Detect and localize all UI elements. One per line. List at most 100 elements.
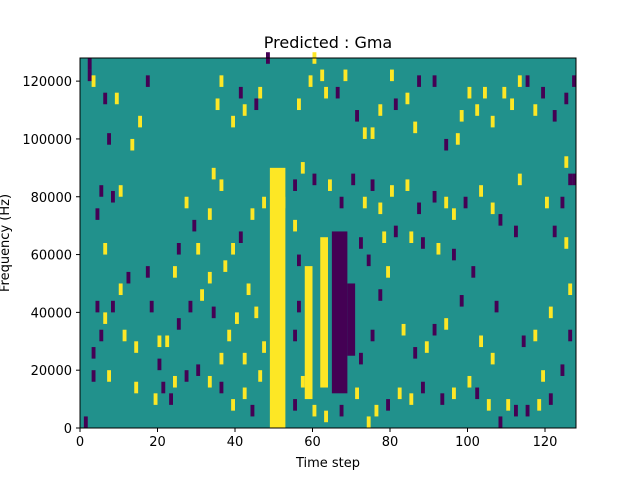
heatmap-cell — [517, 75, 522, 87]
heatmap-cell — [176, 243, 181, 255]
heatmap-cell — [262, 341, 266, 353]
heatmap-cell — [452, 208, 456, 220]
plot-frame — [79, 57, 577, 429]
x-axis-label: Time step — [295, 456, 360, 471]
heatmap-cell — [417, 202, 421, 215]
heatmap-cell — [153, 393, 158, 405]
heatmap-cell — [250, 208, 255, 220]
heatmap-cell — [463, 196, 468, 209]
heatmap-cell — [215, 98, 220, 111]
heatmap-cell — [390, 185, 394, 197]
y-tick-label: 80000 — [31, 191, 72, 206]
heatmap-cell — [366, 254, 371, 267]
heatmap-cell — [564, 237, 569, 249]
x-tick-label: 0 — [76, 435, 84, 450]
x-tick-label: 40 — [227, 435, 244, 450]
heatmap-cell — [490, 352, 495, 365]
heatmap-cell — [293, 219, 297, 232]
heatmap-cell — [103, 92, 108, 105]
heatmap-cell — [397, 387, 402, 400]
heatmap-cell — [471, 266, 476, 278]
y-axis-label: Frequency (Hz) — [0, 194, 13, 292]
heatmap-cell — [246, 283, 251, 296]
heatmap-band — [269, 167, 286, 428]
heatmap-cell — [192, 219, 197, 232]
y-tick-label: 100000 — [22, 133, 72, 148]
heatmap-cell — [560, 364, 565, 376]
heatmap-cell — [498, 416, 503, 428]
heatmap-cell — [382, 231, 387, 243]
heatmap-cell — [521, 335, 526, 348]
heatmap-cell — [548, 306, 553, 319]
heatmap-cell — [490, 202, 495, 215]
heatmap-cell — [107, 370, 111, 382]
heatmap-band — [347, 283, 356, 356]
heatmap-cell — [541, 86, 545, 99]
heatmap-cell — [293, 179, 297, 191]
heatmap-cell — [378, 289, 383, 301]
heatmap-cell — [242, 352, 247, 365]
heatmap-cell — [502, 86, 507, 99]
heatmap-cell — [103, 243, 108, 255]
heatmap-cell — [517, 173, 522, 186]
heatmap-cell — [533, 329, 538, 342]
y-tick-label: 60000 — [31, 249, 72, 264]
heatmap-cell — [552, 110, 557, 122]
heatmap-cell — [417, 75, 421, 87]
heatmap-band — [320, 237, 328, 388]
heatmap-cell — [207, 375, 212, 388]
heatmap-cell — [572, 75, 576, 87]
heatmap-cell — [126, 271, 131, 284]
heatmap-cell — [568, 329, 573, 342]
heatmap-cell — [161, 381, 166, 394]
heatmap-cell — [145, 75, 150, 87]
heatmap-cell — [444, 318, 449, 330]
heatmap-cell — [514, 225, 518, 238]
heatmap-cell — [432, 190, 437, 203]
heatmap-cell — [475, 104, 480, 116]
heatmap-cell — [533, 104, 538, 116]
heatmap-cell — [370, 179, 375, 191]
heatmap-cell — [114, 92, 119, 105]
heatmap-cell — [219, 352, 224, 365]
heatmap-cell — [494, 300, 499, 313]
heatmap-cell — [169, 393, 173, 405]
heatmap-cell — [157, 335, 162, 348]
heatmap-cell — [568, 173, 573, 186]
heatmap-cell — [207, 208, 212, 220]
heatmap-cell — [444, 196, 449, 209]
heatmap-cell — [184, 370, 189, 382]
heatmap-cell — [545, 196, 549, 209]
heatmap-cell — [103, 312, 108, 324]
heatmap-cell — [366, 416, 371, 428]
x-tick-label: 80 — [382, 435, 399, 450]
heatmap-cell — [421, 381, 425, 394]
heatmap-cell — [564, 92, 569, 105]
heatmap-cell — [122, 329, 127, 342]
heatmap-cell — [176, 318, 181, 330]
heatmap-cell — [572, 173, 576, 186]
heatmap-cell — [401, 323, 406, 336]
heatmap-cell — [405, 92, 410, 105]
heatmap-cell — [207, 271, 212, 284]
heatmap-cell — [297, 254, 301, 267]
heatmap-cell — [355, 387, 359, 400]
heatmap-cell — [564, 156, 569, 168]
heatmap-cell — [87, 69, 92, 82]
heatmap-cell — [281, 196, 286, 209]
heatmap-cell — [506, 399, 511, 411]
heatmap-cell — [386, 399, 390, 411]
heatmap-cell — [173, 375, 177, 388]
heatmap-cell — [118, 283, 123, 296]
heatmap-cell — [91, 347, 96, 359]
heatmap-cell — [111, 190, 115, 203]
heatmap-cell — [393, 225, 398, 238]
heatmap-cell — [99, 329, 104, 342]
heatmap-cell — [413, 347, 418, 359]
heatmap-cell — [219, 179, 224, 191]
heatmap-cell — [390, 69, 394, 82]
heatmap-cell — [490, 115, 495, 128]
heatmap-cell — [95, 208, 100, 220]
heatmap-cell — [300, 375, 305, 388]
